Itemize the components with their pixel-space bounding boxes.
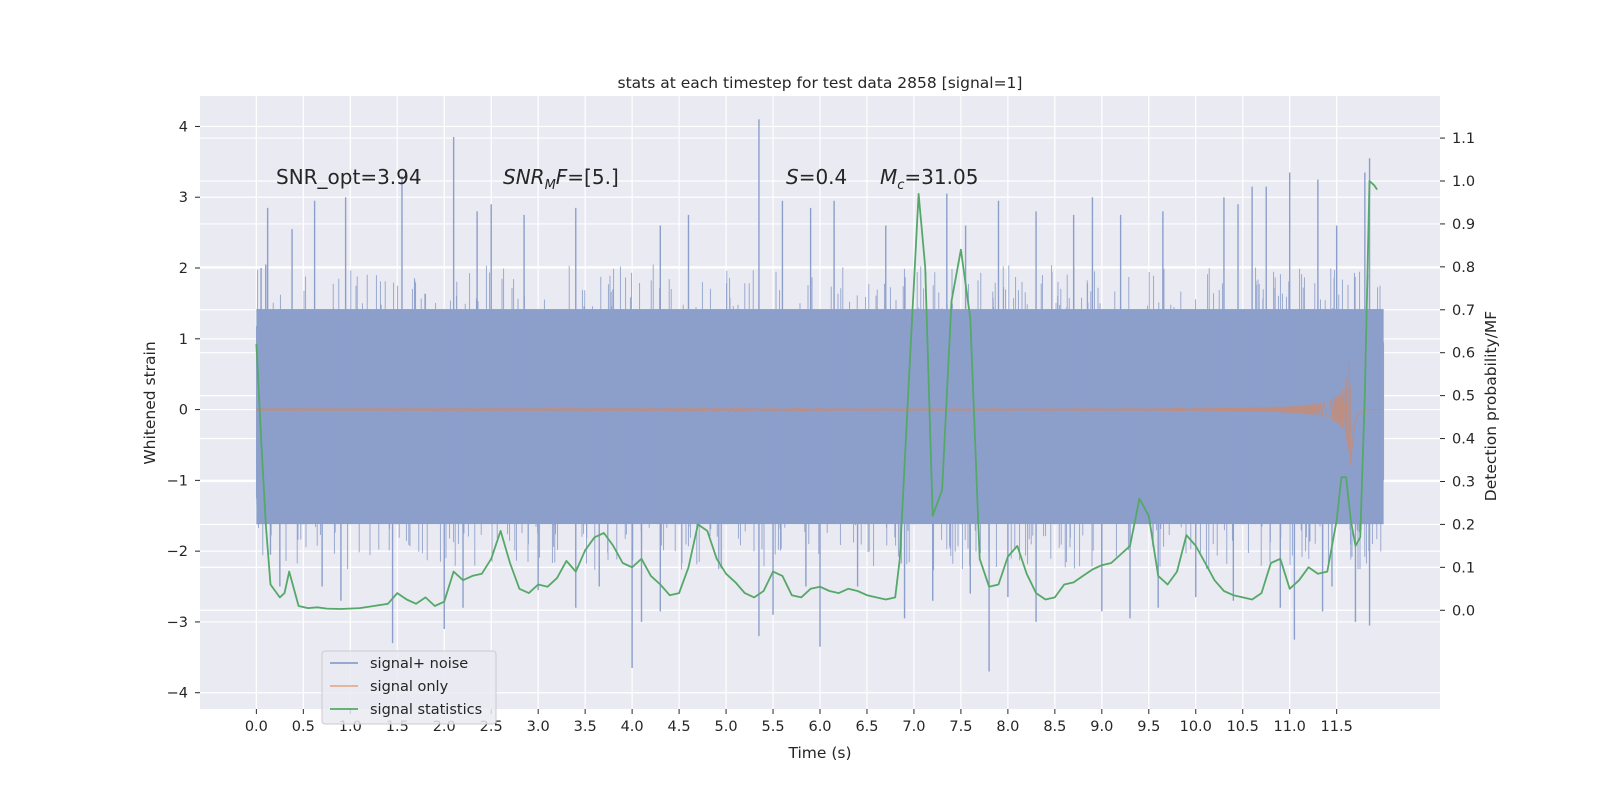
x-tick-label: 4.5: [668, 719, 691, 735]
x-axis-label: Time (s): [787, 744, 851, 762]
series-signal-statistics: [255, 180, 1378, 610]
x-tick-label: 9.5: [1137, 719, 1160, 735]
x-tick-label: 6.5: [855, 719, 878, 735]
right-y-tick-label: 0.8: [1452, 260, 1475, 276]
right-y-tick-label: 0.1: [1452, 560, 1475, 576]
x-tick-label: 10.0: [1180, 719, 1212, 735]
left-y-tick-label: 3: [179, 190, 188, 206]
x-tick-label: 3.5: [574, 719, 597, 735]
legend-label-signal: signal only: [370, 679, 449, 695]
statistics-line: [255, 180, 1378, 610]
x-tick-label: 3.0: [527, 719, 550, 735]
x-tick-label: 8.0: [996, 719, 1019, 735]
x-tick-label: 11.5: [1321, 719, 1353, 735]
x-tick-label: 7.0: [902, 719, 925, 735]
right-y-tick-label: 0.7: [1452, 303, 1475, 319]
series-signal-only: [256, 362, 1384, 466]
legend-label-noise: signal+ noise: [370, 656, 468, 672]
series-signal-plus-noise: [255, 119, 1385, 672]
right-y-tick-label: 1.0: [1452, 174, 1475, 190]
legend: signal+ noise signal only signal statist…: [321, 650, 497, 725]
left-y-tick-label: −1: [167, 473, 188, 489]
left-y-tick-label: 4: [179, 119, 188, 135]
legend-box: [321, 650, 497, 725]
legend-label-stats: signal statistics: [370, 702, 482, 718]
right-y-axis-ticks: 0.0 0.1 0.2 0.3 0.4 0.5 0.6 0.7 0.8 0.9 1.0 1.1: [1440, 131, 1475, 619]
left-y-tick-label: −2: [167, 544, 188, 560]
annotation-s: S=0.4: [786, 165, 847, 189]
x-tick-label: 4.0: [621, 719, 644, 735]
x-tick-label: 0.0: [245, 719, 268, 735]
left-y-tick-label: 0: [179, 403, 188, 419]
left-y-tick-label: −4: [167, 686, 188, 702]
left-y-tick-label: −3: [167, 615, 188, 631]
annotations: SNR_opt=3.94 SNRMF=[5.] S=0.4 Mc=31.05: [276, 165, 978, 193]
x-tick-label: 0.5: [292, 719, 315, 735]
x-tick-label: 5.0: [715, 719, 738, 735]
right-y-tick-label: 0.5: [1452, 389, 1475, 405]
annotation-mc: Mc=31.05: [880, 165, 978, 193]
right-y-tick-label: 0.0: [1452, 603, 1475, 619]
signal-trace: [256, 362, 1384, 466]
left-y-axis-ticks: −4 −3 −2 −1 0 1 2 3 4: [167, 119, 200, 702]
left-y-tick-label: 2: [179, 261, 188, 277]
x-tick-label: 9.0: [1090, 719, 1113, 735]
x-tick-label: 7.5: [949, 719, 972, 735]
right-y-tick-label: 0.2: [1452, 517, 1475, 533]
right-y-tick-label: 0.3: [1452, 474, 1475, 490]
right-y-tick-label: 0.6: [1452, 346, 1475, 362]
annotation-snr-mf: SNRMF=[5.]: [503, 165, 619, 193]
annotation-snr-opt: SNR_opt=3.94: [276, 165, 422, 189]
left-y-tick-label: 1: [179, 332, 188, 348]
right-y-axis-label: Detection probability/MF: [1482, 311, 1500, 502]
x-tick-label: 5.5: [761, 719, 784, 735]
right-y-tick-label: 0.9: [1452, 217, 1475, 233]
right-y-tick-label: 0.4: [1452, 432, 1475, 448]
chart-title: stats at each timestep for test data 285…: [618, 74, 1023, 92]
x-tick-label: 8.5: [1043, 719, 1066, 735]
x-tick-label: 11.0: [1274, 719, 1306, 735]
right-y-tick-label: 1.1: [1452, 131, 1475, 147]
x-tick-label: 10.5: [1227, 719, 1259, 735]
x-tick-label: 6.0: [808, 719, 831, 735]
left-y-axis-label: Whitened strain: [141, 341, 159, 464]
